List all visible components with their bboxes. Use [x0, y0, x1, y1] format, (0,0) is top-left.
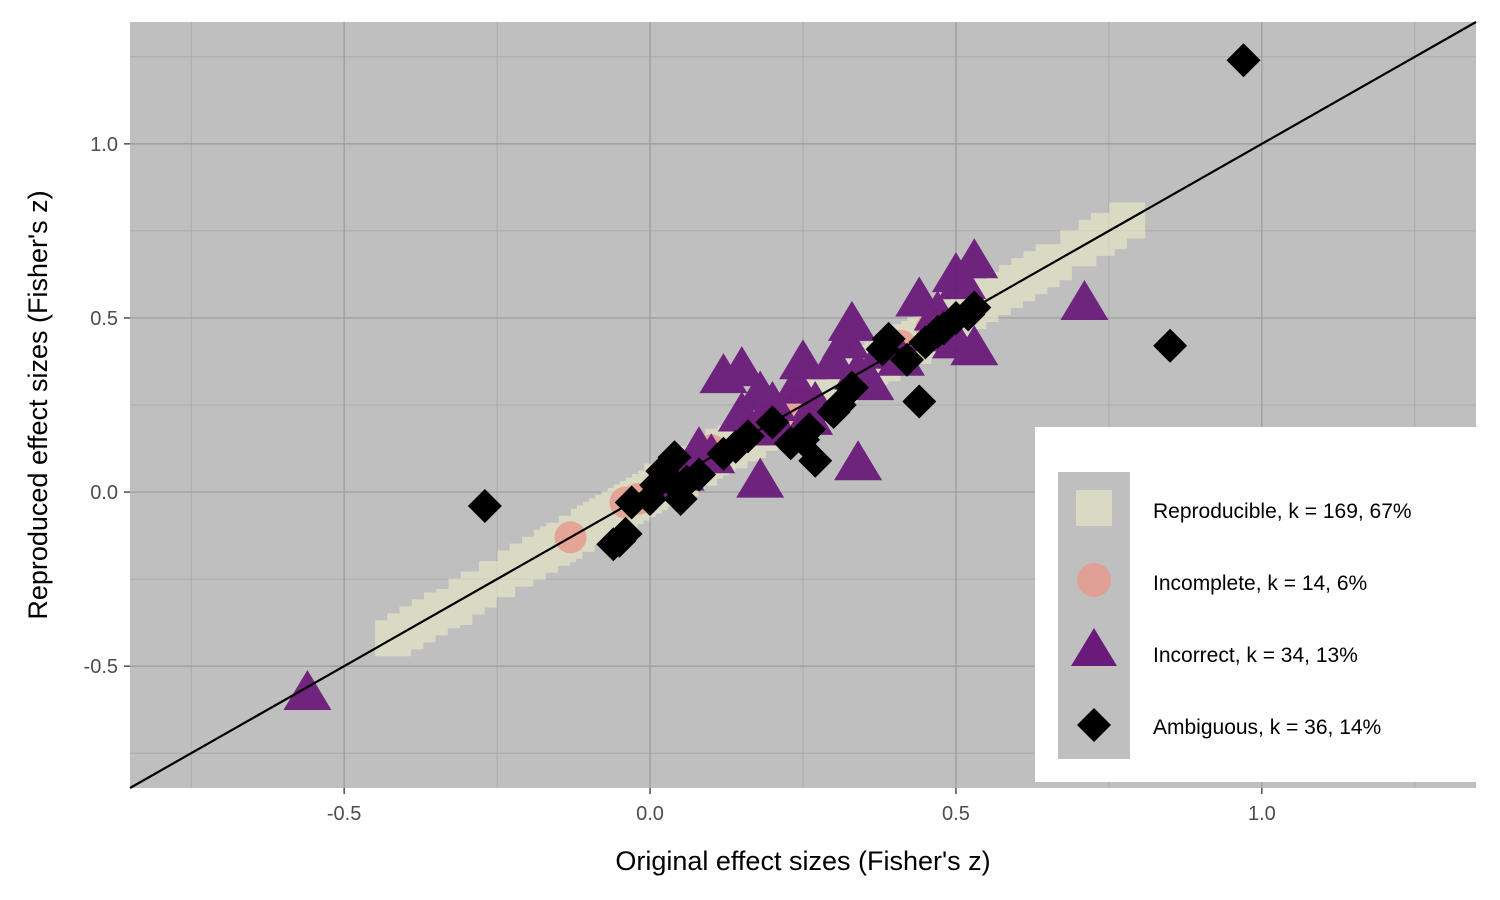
point-diamond [902, 384, 937, 419]
point-triangle [283, 669, 332, 710]
legend-label-ambiguous: Ambiguous, k = 36, 14% [1153, 716, 1381, 739]
y-tick-label: 0.0 [90, 482, 118, 504]
point-diamond [681, 457, 716, 492]
point-triangle [950, 325, 999, 366]
point-diamond [871, 321, 906, 356]
x-axis-title: Original effect sizes (Fisher's z) [615, 846, 990, 876]
data-points [283, 43, 1261, 710]
x-tick-label: -0.5 [327, 803, 361, 825]
point-diamond [792, 412, 827, 447]
point-triangle [809, 339, 858, 380]
point-diamond [608, 516, 643, 551]
legend-label-incomplete: Incomplete, k = 14, 6% [1153, 572, 1367, 595]
x-tick-label: 1.0 [1248, 803, 1276, 825]
legend-key-ambiguous [1077, 708, 1111, 742]
point-triangle [834, 440, 883, 481]
legend-label-incorrect: Incorrect, k = 34, 13% [1153, 644, 1358, 667]
identity-reference-line [129, 21, 1477, 789]
point-triangle [736, 457, 785, 498]
legend-key-incomplete [1077, 563, 1111, 597]
point-diamond [657, 440, 692, 475]
y-tick-label: 1.0 [90, 134, 118, 156]
y-tick-label: 0.5 [90, 308, 118, 330]
point-diamond [834, 370, 869, 405]
x-tick-label: 0.0 [636, 803, 664, 825]
x-tick-label: 0.5 [942, 803, 970, 825]
axis-ticks: -0.5 0.0 0.5 1.0 -0.5 0.0 0.5 1.0 [84, 134, 1276, 825]
legend: Reproducible, k = 169, 67% Incomplete, k… [1035, 427, 1476, 782]
point-diamond [1153, 328, 1188, 363]
point-diamond [798, 443, 833, 478]
point-triangle [938, 259, 987, 300]
point-diamond [1226, 43, 1261, 78]
point-triangle [772, 363, 821, 404]
point-triangle [1060, 280, 1109, 321]
y-axis-title: Reproduced effect sizes (Fisher's z) [23, 190, 53, 619]
legend-key-reproducible [1076, 490, 1112, 526]
legend-label-reproducible: Reproducible, k = 169, 67% [1153, 500, 1412, 523]
y-tick-label: -0.5 [84, 656, 118, 678]
point-triangle [779, 339, 827, 380]
point-triangle [717, 346, 766, 387]
legend-key-incorrect [1071, 628, 1117, 666]
point-diamond [467, 488, 502, 523]
point-triangle [950, 238, 999, 279]
point-triangle [827, 300, 876, 341]
point-triangle [748, 381, 797, 421]
